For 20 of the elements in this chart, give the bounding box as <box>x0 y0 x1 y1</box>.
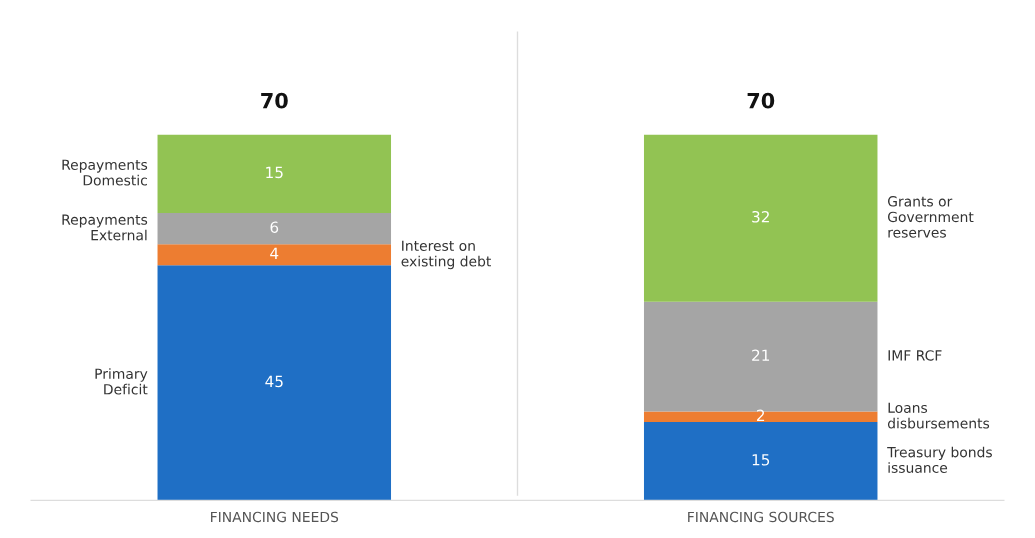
series-label: Repayments External <box>62 214 148 241</box>
series-label: Grants or Government reserves <box>887 196 974 238</box>
data-label: 21 <box>752 349 770 361</box>
total-label: 70 <box>747 92 775 109</box>
series-label: Interest on existing debt <box>401 240 491 270</box>
total-label: 70 <box>261 92 288 109</box>
data-label: 45 <box>265 375 283 388</box>
series-label: IMF RCF <box>888 350 942 361</box>
data-label: 4 <box>270 247 279 259</box>
x-tick-label: FINANCING SOURCES <box>688 511 834 523</box>
data-label: 2 <box>756 409 765 421</box>
series-label: Primary Deficit <box>95 368 148 395</box>
series-label: Treasury bonds issuance <box>887 446 992 473</box>
x-tick-label: FINANCING NEEDS <box>211 511 339 523</box>
series-label: Loans disbursements <box>887 402 990 429</box>
series-label: Repayments Domestic <box>62 159 148 186</box>
data-label: 32 <box>752 211 769 223</box>
data-label: 15 <box>752 454 770 466</box>
data-label: 6 <box>270 221 279 234</box>
data-label: 15 <box>266 166 283 179</box>
